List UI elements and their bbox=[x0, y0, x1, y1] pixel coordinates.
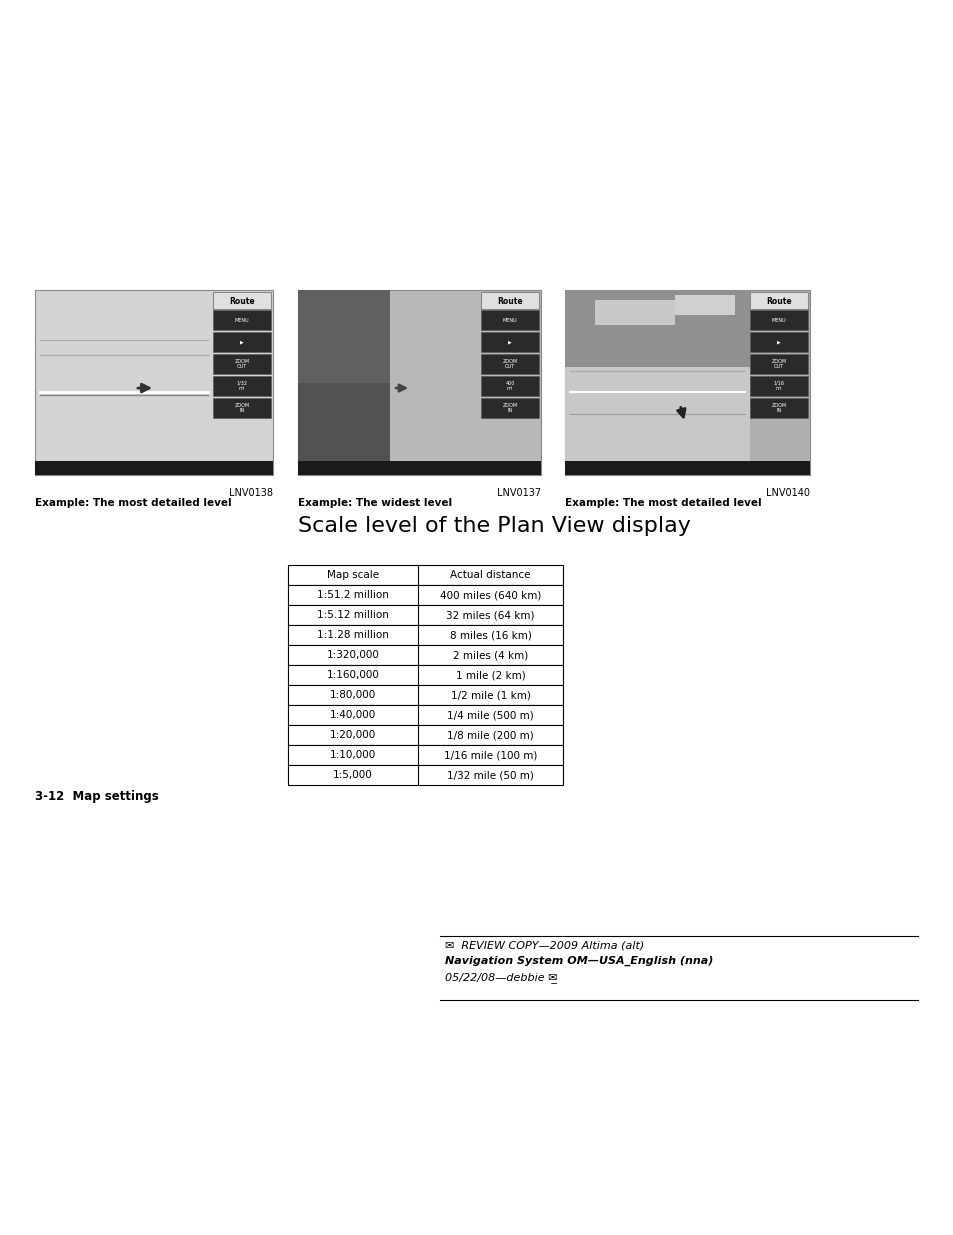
Text: 1:5.12 million: 1:5.12 million bbox=[316, 610, 389, 620]
Bar bbox=[480, 398, 538, 417]
Text: 1/16 mile (100 m): 1/16 mile (100 m) bbox=[443, 750, 537, 760]
Bar bbox=[35, 290, 273, 475]
Text: 1:51.2 million: 1:51.2 million bbox=[316, 590, 389, 600]
Text: ZOOM
IN: ZOOM IN bbox=[234, 403, 250, 414]
Bar bbox=[480, 310, 538, 330]
Text: ✉  REVIEW COPY—2009 Altima (alt): ✉ REVIEW COPY—2009 Altima (alt) bbox=[444, 940, 643, 950]
Text: 1:160,000: 1:160,000 bbox=[326, 671, 379, 680]
Text: 1/32
mi: 1/32 mi bbox=[236, 380, 247, 391]
Text: ZOOM
IN: ZOOM IN bbox=[771, 403, 785, 414]
Bar bbox=[749, 398, 807, 417]
Text: 05/22/08—debbie ✉̲: 05/22/08—debbie ✉̲ bbox=[444, 972, 557, 983]
Text: 8 miles (16 km): 8 miles (16 km) bbox=[449, 630, 531, 640]
Bar bbox=[213, 332, 271, 352]
Text: ▶: ▶ bbox=[240, 340, 244, 345]
Text: 400 miles (640 km): 400 miles (640 km) bbox=[439, 590, 540, 600]
Bar bbox=[297, 461, 540, 475]
Text: 1/4 mile (500 m): 1/4 mile (500 m) bbox=[447, 710, 534, 720]
Bar bbox=[480, 332, 538, 352]
Bar bbox=[288, 564, 562, 585]
Text: ZOOM
IN: ZOOM IN bbox=[502, 403, 517, 414]
Text: 3-12  Map settings: 3-12 Map settings bbox=[35, 790, 158, 803]
Text: 400
mi: 400 mi bbox=[505, 380, 515, 391]
Text: MENU: MENU bbox=[771, 317, 785, 322]
Bar bbox=[480, 375, 538, 396]
Bar bbox=[564, 290, 749, 367]
Bar bbox=[297, 290, 540, 475]
Bar bbox=[480, 291, 538, 309]
Text: 32 miles (64 km): 32 miles (64 km) bbox=[446, 610, 535, 620]
Text: 1:40,000: 1:40,000 bbox=[330, 710, 375, 720]
Bar bbox=[288, 705, 562, 725]
Text: 2 miles (4 km): 2 miles (4 km) bbox=[453, 650, 528, 659]
Bar bbox=[288, 605, 562, 625]
Text: Example: The most detailed level: Example: The most detailed level bbox=[35, 498, 232, 508]
Bar bbox=[213, 398, 271, 417]
Text: Navigation System OM—USA_English (nna): Navigation System OM—USA_English (nna) bbox=[444, 956, 713, 966]
Text: 1/16
mi: 1/16 mi bbox=[773, 380, 783, 391]
Bar bbox=[213, 291, 271, 309]
Text: MENU: MENU bbox=[502, 317, 517, 322]
Bar bbox=[288, 764, 562, 785]
Text: Example: The most detailed level: Example: The most detailed level bbox=[564, 498, 760, 508]
Text: 1:5,000: 1:5,000 bbox=[333, 769, 373, 781]
Bar bbox=[749, 291, 807, 309]
Bar bbox=[288, 585, 562, 605]
Text: LNV0140: LNV0140 bbox=[765, 488, 809, 498]
Bar bbox=[749, 375, 807, 396]
Text: Route: Route bbox=[497, 296, 522, 305]
Text: ZOOM
OUT: ZOOM OUT bbox=[502, 358, 517, 369]
Bar bbox=[288, 625, 562, 645]
Text: ZOOM
OUT: ZOOM OUT bbox=[771, 358, 785, 369]
Bar bbox=[297, 290, 390, 475]
Text: 1:80,000: 1:80,000 bbox=[330, 690, 375, 700]
Text: 1:20,000: 1:20,000 bbox=[330, 730, 375, 740]
Text: Route: Route bbox=[765, 296, 791, 305]
Bar bbox=[749, 332, 807, 352]
Bar bbox=[288, 745, 562, 764]
Bar bbox=[564, 461, 809, 475]
Text: 1:320,000: 1:320,000 bbox=[326, 650, 379, 659]
Text: Example: The widest level: Example: The widest level bbox=[297, 498, 452, 508]
Bar bbox=[749, 354, 807, 374]
Bar bbox=[564, 290, 809, 475]
Bar bbox=[675, 295, 734, 315]
Text: 1/2 mile (1 km): 1/2 mile (1 km) bbox=[450, 690, 530, 700]
Bar bbox=[564, 367, 749, 461]
Text: ▶: ▶ bbox=[777, 340, 781, 345]
Text: LNV0138: LNV0138 bbox=[229, 488, 273, 498]
Bar bbox=[213, 310, 271, 330]
Text: 1:10,000: 1:10,000 bbox=[330, 750, 375, 760]
Text: Route: Route bbox=[229, 296, 254, 305]
Bar bbox=[213, 354, 271, 374]
Text: LNV0137: LNV0137 bbox=[497, 488, 540, 498]
Bar bbox=[288, 645, 562, 664]
Bar bbox=[35, 461, 273, 475]
Bar bbox=[749, 310, 807, 330]
Bar bbox=[595, 300, 675, 325]
Bar bbox=[288, 664, 562, 685]
Text: ZOOM
OUT: ZOOM OUT bbox=[234, 358, 250, 369]
Text: 1/32 mile (50 m): 1/32 mile (50 m) bbox=[447, 769, 534, 781]
Text: MENU: MENU bbox=[234, 317, 249, 322]
Bar bbox=[288, 685, 562, 705]
Text: Map scale: Map scale bbox=[327, 571, 378, 580]
Text: 1/8 mile (200 m): 1/8 mile (200 m) bbox=[447, 730, 534, 740]
Text: ▶: ▶ bbox=[508, 340, 512, 345]
Bar bbox=[213, 375, 271, 396]
Text: Actual distance: Actual distance bbox=[450, 571, 530, 580]
Bar bbox=[297, 383, 390, 475]
Text: Scale level of the Plan View display: Scale level of the Plan View display bbox=[297, 516, 690, 536]
Bar bbox=[480, 354, 538, 374]
Text: 1 mile (2 km): 1 mile (2 km) bbox=[456, 671, 525, 680]
Bar bbox=[288, 725, 562, 745]
Text: 1:1.28 million: 1:1.28 million bbox=[316, 630, 389, 640]
